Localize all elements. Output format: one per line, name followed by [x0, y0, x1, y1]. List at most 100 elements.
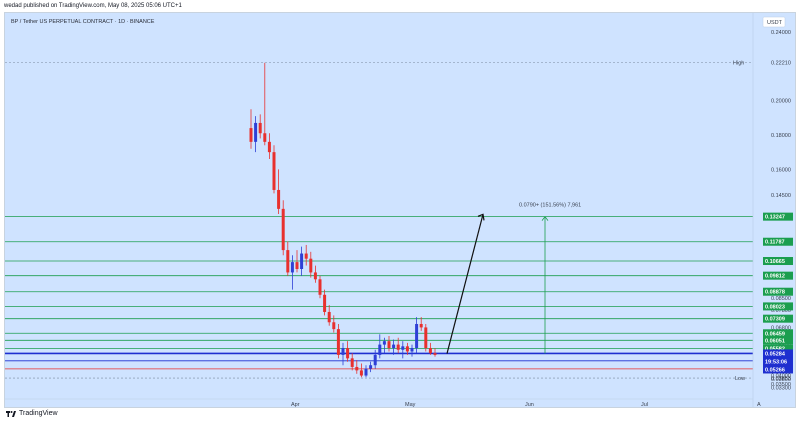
candle-body	[405, 346, 409, 352]
time-tick-label: Jul	[641, 402, 648, 408]
currency-box	[762, 16, 786, 28]
candle-body	[267, 141, 271, 153]
measure-arrow-head	[541, 215, 549, 221]
price-tick-label: 0.08500	[771, 296, 791, 302]
level-tag	[763, 287, 793, 296]
candle-body	[359, 370, 363, 376]
level-tag	[763, 237, 793, 246]
candle-body	[290, 262, 294, 273]
candle-body	[419, 323, 423, 328]
publisher-line: wedad published on TradingView.com, May …	[4, 3, 182, 9]
level-tag	[763, 344, 793, 353]
candle-body	[258, 122, 262, 134]
price-tag-label: 0.05266	[765, 367, 785, 373]
level-tag	[763, 271, 793, 280]
price-tick-label: 0.03300	[771, 386, 791, 392]
price-tick-label: 0.03500	[771, 382, 791, 388]
projection-arrow-line	[446, 214, 484, 354]
projection-arrow-head	[477, 213, 485, 221]
price-tick-label: 0.04000	[771, 374, 791, 380]
drawings: 0.0790+ (151.56%) 7,961	[446, 203, 581, 354]
level-tag-label: 0.06051	[765, 338, 785, 344]
candle-body	[433, 353, 437, 355]
candle-body	[415, 323, 419, 349]
level-tag-label: 0.13247	[765, 215, 785, 221]
price-tag	[763, 365, 793, 374]
candle-body	[346, 348, 350, 359]
candle-body	[309, 258, 313, 273]
level-tag-label: 0.05582	[765, 346, 785, 352]
price-chart[interactable]: 0.0790+ (151.56%) 7,961 USDT 0.24000 0.200…	[5, 13, 796, 408]
candle-body	[277, 189, 281, 209]
time-tick-label: Apr	[291, 402, 300, 408]
price-axis: USDT 0.24000 0.20000 0.18000 0.16000 0.14500 0…	[733, 13, 795, 407]
candle-body	[295, 262, 299, 269]
level-tag	[763, 314, 793, 323]
level-tag-label: 0.07309	[765, 317, 785, 323]
level-tag	[763, 257, 793, 266]
candle-body	[378, 344, 382, 355]
time-axis: Apr May Jun Jul A	[5, 398, 761, 408]
level-tag-label: 0.10665	[765, 259, 785, 265]
candle-body	[300, 253, 304, 269]
level-tag	[763, 329, 793, 338]
price-tick-label: 0.14500	[771, 193, 791, 199]
price-tick-label: 0.20000	[771, 99, 791, 105]
candle-body	[254, 122, 258, 142]
price-tag-label: 0.05284	[765, 351, 786, 357]
candle-body	[318, 279, 322, 295]
candle-body	[369, 365, 373, 369]
price-tag	[763, 349, 793, 358]
price-tick-label: 0.06800	[771, 325, 791, 331]
time-tick-label: A	[757, 402, 761, 408]
candle-body	[327, 311, 331, 323]
candle-body	[364, 368, 368, 376]
level-tag-label: 0.09812	[765, 274, 785, 280]
candle-body	[373, 354, 377, 366]
horizontal-levels	[5, 216, 753, 370]
price-tag	[763, 357, 793, 366]
price-tick-label: 0.24000	[771, 30, 791, 36]
time-tick-label: Jun	[525, 402, 534, 408]
candle-body	[401, 346, 405, 350]
level-tag-label: 0.11787	[765, 240, 785, 246]
candle-body	[424, 327, 428, 349]
price-tick-label: 0.07800	[771, 308, 791, 314]
price-tick-label: 0.03800	[771, 377, 791, 383]
chart-title: BP / Tether US PERPETUAL CONTRACT · 1D ·…	[11, 19, 155, 25]
candle-body	[341, 348, 345, 355]
candle-body	[387, 341, 391, 349]
grid	[5, 62, 753, 379]
level-tag	[763, 336, 793, 345]
candle-body	[350, 358, 354, 367]
candle-body	[396, 344, 400, 350]
tradingview-logo-text: TradingView	[19, 410, 58, 417]
candle-body	[336, 329, 340, 355]
candle-body	[286, 250, 290, 273]
candle-body	[428, 348, 432, 354]
candle-body	[410, 348, 414, 352]
tradingview-logo-icon	[6, 410, 16, 417]
candle-body	[272, 152, 276, 190]
level-tag-label: 0.08878	[765, 290, 785, 296]
price-tag-label: 19:53:06	[765, 359, 787, 365]
low-value: 0.03853	[771, 376, 791, 382]
high-value: 0.22210	[771, 61, 791, 67]
low-label: Low	[735, 376, 745, 382]
level-tag	[763, 212, 793, 221]
candle-body	[304, 253, 308, 259]
high-label: High	[733, 61, 744, 67]
tradingview-logo[interactable]: TradingView	[6, 410, 58, 417]
candles	[249, 62, 437, 378]
measure-label: 0.0790+ (151.56%) 7,961	[519, 203, 581, 209]
candle-body	[313, 272, 317, 280]
currency-label: USDT	[767, 20, 783, 26]
price-tick-label: 0.18000	[771, 133, 791, 139]
candle-body	[249, 128, 253, 142]
level-tag-label: 0.08023	[765, 304, 785, 310]
candle-body	[281, 208, 285, 251]
candle-body	[263, 133, 267, 142]
candle-body	[355, 366, 359, 371]
chart-area[interactable]: 0.0790+ (151.56%) 7,961 USDT 0.24000 0.200…	[4, 12, 796, 408]
candle-body	[323, 294, 327, 312]
